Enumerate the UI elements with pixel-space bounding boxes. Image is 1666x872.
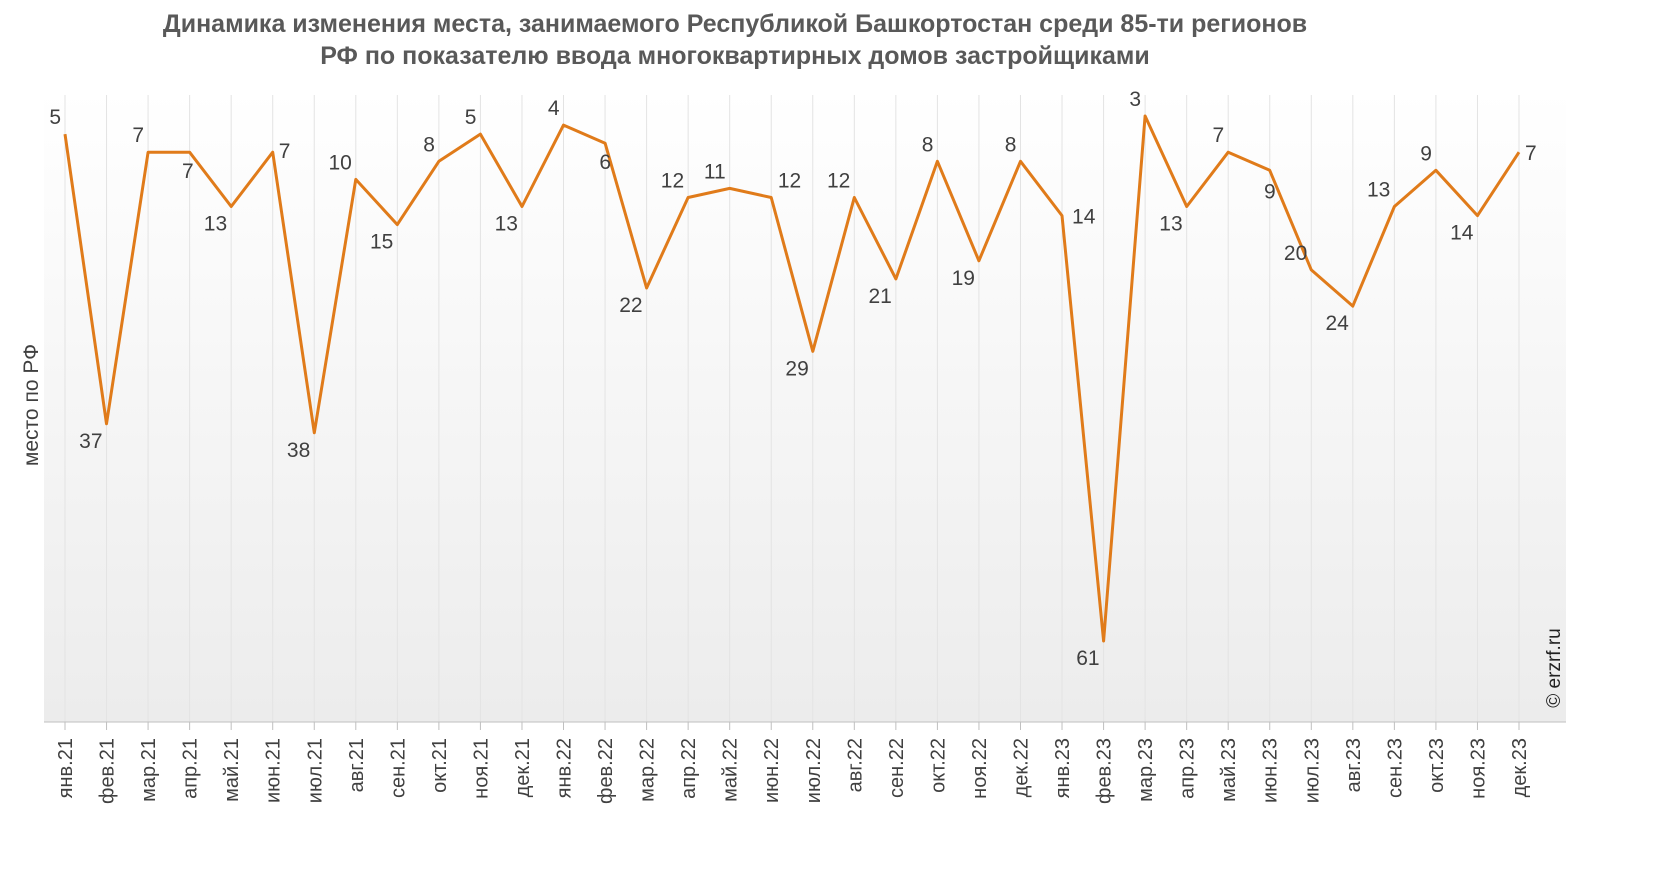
data-label: 7 bbox=[1213, 124, 1225, 147]
x-tick-label: авг.22 bbox=[844, 738, 866, 792]
x-tick-label: фев.23 bbox=[1094, 738, 1116, 804]
data-label: 7 bbox=[279, 140, 291, 163]
data-label: 8 bbox=[1005, 133, 1017, 156]
x-tick-label: фев.21 bbox=[97, 738, 119, 804]
x-tick-label: дек.22 bbox=[1010, 738, 1032, 797]
x-tick-label: сен.22 bbox=[886, 738, 908, 798]
x-axis-tick-labels: янв.21 фев.21 мар.21 апр.21 май.21 июн.21 июл.… bbox=[55, 738, 1531, 804]
x-tick-label: дек.23 bbox=[1509, 738, 1531, 797]
data-label: 29 bbox=[785, 357, 808, 380]
data-label: 22 bbox=[619, 294, 642, 317]
data-label: 5 bbox=[49, 106, 61, 129]
x-tick-label: ноя.22 bbox=[969, 738, 991, 799]
data-label: 13 bbox=[1159, 213, 1182, 236]
data-label: 20 bbox=[1284, 242, 1307, 265]
chart-title-line1: Динамика изменения места, занимаемого Ре… bbox=[162, 10, 1308, 38]
x-tick-label: июн.23 bbox=[1260, 738, 1282, 803]
plot-area bbox=[44, 90, 1566, 722]
x-tick-label: сен.23 bbox=[1384, 738, 1406, 798]
x-tick-label: июн.22 bbox=[761, 738, 783, 803]
data-label: 8 bbox=[423, 133, 435, 156]
data-label: 13 bbox=[204, 213, 227, 236]
data-label: 12 bbox=[661, 169, 684, 192]
x-tick-label: май.21 bbox=[221, 738, 243, 802]
data-label: 8 bbox=[922, 133, 934, 156]
data-label: 14 bbox=[1450, 222, 1474, 245]
data-label: 11 bbox=[704, 160, 726, 183]
x-tick-label: июн.21 bbox=[263, 738, 285, 803]
x-tick-label: мар.21 bbox=[138, 738, 160, 802]
data-label: 61 bbox=[1076, 647, 1099, 670]
x-tick-label: апр.21 bbox=[180, 738, 202, 799]
x-tick-label: дек.21 bbox=[512, 738, 534, 797]
x-tick-label: ноя.23 bbox=[1467, 738, 1489, 799]
x-tick-label: июл.21 bbox=[304, 738, 326, 803]
chart-title: Динамика изменения места, занимаемого Ре… bbox=[0, 8, 1470, 72]
grid-lines bbox=[64, 95, 1520, 722]
x-axis-ticks bbox=[64, 722, 1520, 730]
data-label: 7 bbox=[1525, 142, 1537, 165]
data-label: 12 bbox=[827, 169, 850, 192]
data-label: 24 bbox=[1325, 312, 1349, 335]
x-tick-label: окт.22 bbox=[927, 738, 949, 793]
x-tick-label: янв.23 bbox=[1052, 738, 1074, 798]
data-label: 38 bbox=[287, 439, 310, 462]
data-label: 13 bbox=[495, 213, 518, 236]
x-tick-label: май.23 bbox=[1218, 738, 1240, 802]
data-label: 12 bbox=[778, 169, 801, 192]
data-label: 4 bbox=[548, 97, 560, 120]
data-label: 15 bbox=[370, 231, 393, 254]
x-tick-label: янв.22 bbox=[554, 738, 576, 798]
x-tick-label: окт.23 bbox=[1426, 738, 1448, 793]
data-label: 6 bbox=[599, 151, 611, 174]
x-tick-label: мар.22 bbox=[637, 738, 659, 802]
x-tick-label: ноя.21 bbox=[470, 738, 492, 799]
data-label: 10 bbox=[328, 151, 351, 174]
data-label: 14 bbox=[1072, 206, 1096, 229]
x-tick-label: сен.21 bbox=[387, 738, 409, 798]
data-label: 5 bbox=[465, 106, 477, 129]
data-label: 21 bbox=[868, 285, 891, 308]
data-label: 7 bbox=[132, 124, 144, 147]
x-tick-label: авг.23 bbox=[1343, 738, 1365, 792]
x-tick-label: апр.23 bbox=[1177, 738, 1199, 799]
x-tick-label: фев.22 bbox=[595, 738, 617, 804]
data-label: 3 bbox=[1129, 88, 1141, 111]
data-label: 9 bbox=[1264, 180, 1276, 203]
x-tick-label: авг.21 bbox=[346, 738, 368, 792]
data-label: 13 bbox=[1367, 179, 1390, 202]
data-label: 37 bbox=[79, 430, 102, 453]
x-tick-label: июл.22 bbox=[803, 738, 825, 803]
x-tick-label: июл.23 bbox=[1301, 738, 1323, 803]
data-label: 9 bbox=[1420, 142, 1432, 165]
x-tick-label: май.22 bbox=[720, 738, 742, 802]
data-label: 19 bbox=[952, 267, 975, 290]
x-tick-label: мар.23 bbox=[1135, 738, 1157, 802]
x-tick-label: янв.21 bbox=[55, 738, 77, 798]
x-tick-label: окт.21 bbox=[429, 738, 451, 793]
x-tick-label: апр.22 bbox=[678, 738, 700, 799]
y-axis-label: место по РФ bbox=[20, 344, 43, 466]
copyright-text: © erzrf.ru bbox=[1544, 628, 1565, 707]
chart-title-line2: РФ по показателю ввода многоквартирных д… bbox=[320, 42, 1150, 70]
data-label: 7 bbox=[182, 160, 194, 183]
series-line bbox=[63, 114, 1521, 643]
